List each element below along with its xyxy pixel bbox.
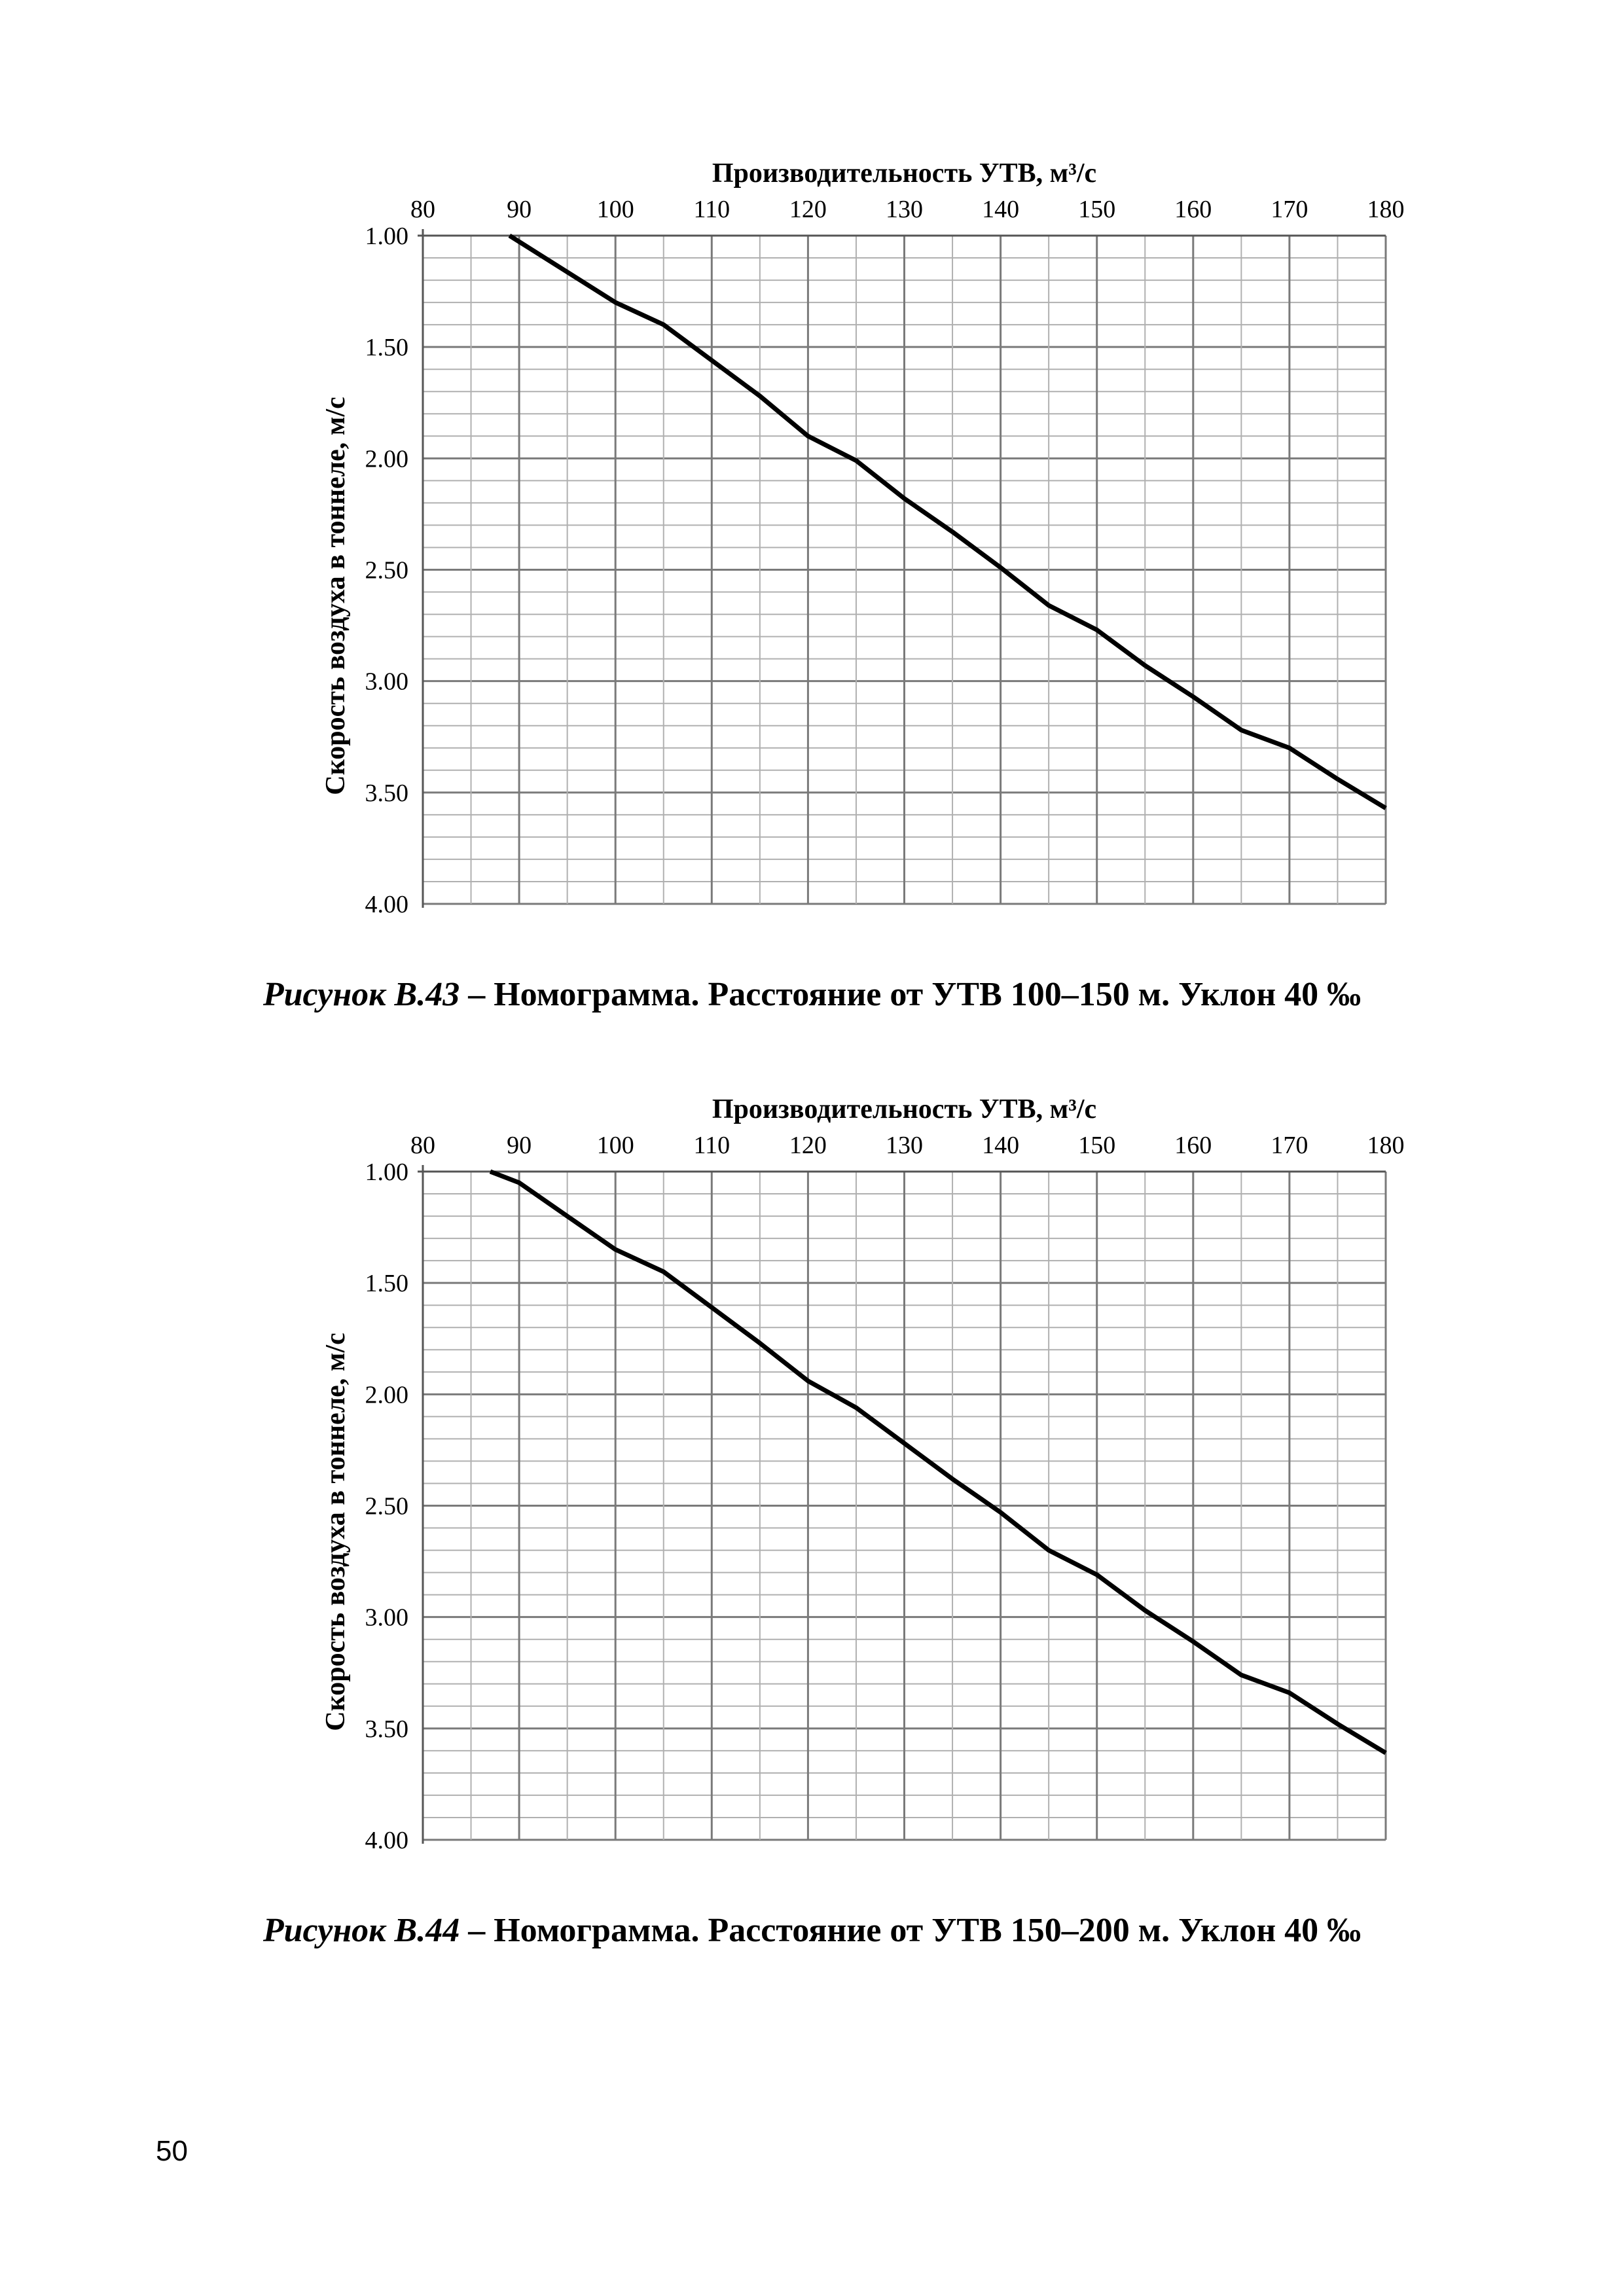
x-tick-label: 170 bbox=[1271, 196, 1308, 223]
x-tick-label: 180 bbox=[1367, 196, 1405, 223]
figure-caption-b43: Рисунок В.43 – Номограмма. Расстояние от… bbox=[0, 975, 1624, 1014]
y-tick-label: 4.00 bbox=[365, 1827, 409, 1854]
chart-svg: 80 90 100 110 120 130 140 150 160 170 180 1.00 1.50 2… bbox=[321, 1094, 1405, 1854]
nomogram-chart-b44: 80 90 100 110 120 130 140 150 160 170 180 1.00 1.50 2… bbox=[0, 1060, 1624, 1911]
x-tick-label: 90 bbox=[507, 1132, 532, 1159]
page-number: 50 bbox=[156, 2135, 188, 2167]
x-axis-title: Производительность УТВ, м³/с bbox=[712, 1094, 1096, 1124]
y-tick-label: 2.00 bbox=[365, 1381, 409, 1408]
x-tick-label: 110 bbox=[694, 196, 731, 223]
x-tick-label: 180 bbox=[1367, 1132, 1405, 1159]
x-tick-label: 100 bbox=[597, 196, 634, 223]
x-tick-label: 150 bbox=[1078, 1132, 1115, 1159]
y-tick-label: 1.50 bbox=[365, 1270, 409, 1297]
figure-caption-text: – Номограмма. Расстояние от УТВ 100–150 … bbox=[460, 976, 1362, 1013]
y-tick-label: 3.50 bbox=[365, 780, 409, 807]
y-tick-label: 2.50 bbox=[365, 1493, 409, 1520]
x-tick-label: 120 bbox=[789, 1132, 827, 1159]
x-tick-label: 130 bbox=[886, 1132, 923, 1159]
figure-label: Рисунок В.43 bbox=[262, 976, 460, 1013]
y-tick-label: 2.00 bbox=[365, 445, 409, 473]
x-tick-label: 130 bbox=[886, 196, 923, 223]
y-tick-label: 3.00 bbox=[365, 1604, 409, 1632]
y-tick-label: 3.50 bbox=[365, 1715, 409, 1743]
y-tick-label: 4.00 bbox=[365, 891, 409, 918]
y-tick-label: 1.00 bbox=[365, 1158, 409, 1186]
nomogram-chart-b43: 80 90 100 110 120 130 140 150 160 170 180 1.00 1.50 2… bbox=[0, 124, 1624, 975]
x-tick-label: 90 bbox=[507, 196, 532, 223]
y-tick-label: 2.50 bbox=[365, 557, 409, 584]
x-tick-label: 100 bbox=[597, 1132, 634, 1159]
y-tick-label: 1.50 bbox=[365, 334, 409, 361]
x-tick-label: 110 bbox=[694, 1132, 731, 1159]
x-tick-label: 160 bbox=[1174, 1132, 1212, 1159]
y-axis-title: Скорость воздуха в тоннеле, м/с bbox=[321, 397, 351, 795]
y-tick-label: 1.00 bbox=[365, 223, 409, 250]
x-tick-label: 120 bbox=[789, 196, 827, 223]
x-axis-title: Производительность УТВ, м³/с bbox=[712, 158, 1096, 188]
x-tick-label: 80 bbox=[410, 1132, 435, 1159]
x-tick-label: 80 bbox=[410, 196, 435, 223]
x-tick-label: 170 bbox=[1271, 1132, 1308, 1159]
x-tick-label: 140 bbox=[982, 1132, 1019, 1159]
chart-svg: 80 90 100 110 120 130 140 150 160 170 180 1.00 1.50 2… bbox=[321, 158, 1405, 918]
figure-caption-b44: Рисунок В.44 – Номограмма. Расстояние от… bbox=[0, 1911, 1624, 1950]
data-series-line bbox=[489, 1169, 1387, 1755]
y-axis-title: Скорость воздуха в тоннеле, м/с bbox=[321, 1333, 351, 1731]
x-tick-label: 150 bbox=[1078, 196, 1115, 223]
data-series-line bbox=[508, 234, 1387, 810]
figure-caption-text: – Номограмма. Расстояние от УТВ 150–200 … bbox=[460, 1912, 1362, 1949]
x-tick-label: 160 bbox=[1174, 196, 1212, 223]
figure-label: Рисунок В.44 bbox=[262, 1912, 460, 1949]
x-tick-label: 140 bbox=[982, 196, 1019, 223]
y-tick-label: 3.00 bbox=[365, 668, 409, 696]
